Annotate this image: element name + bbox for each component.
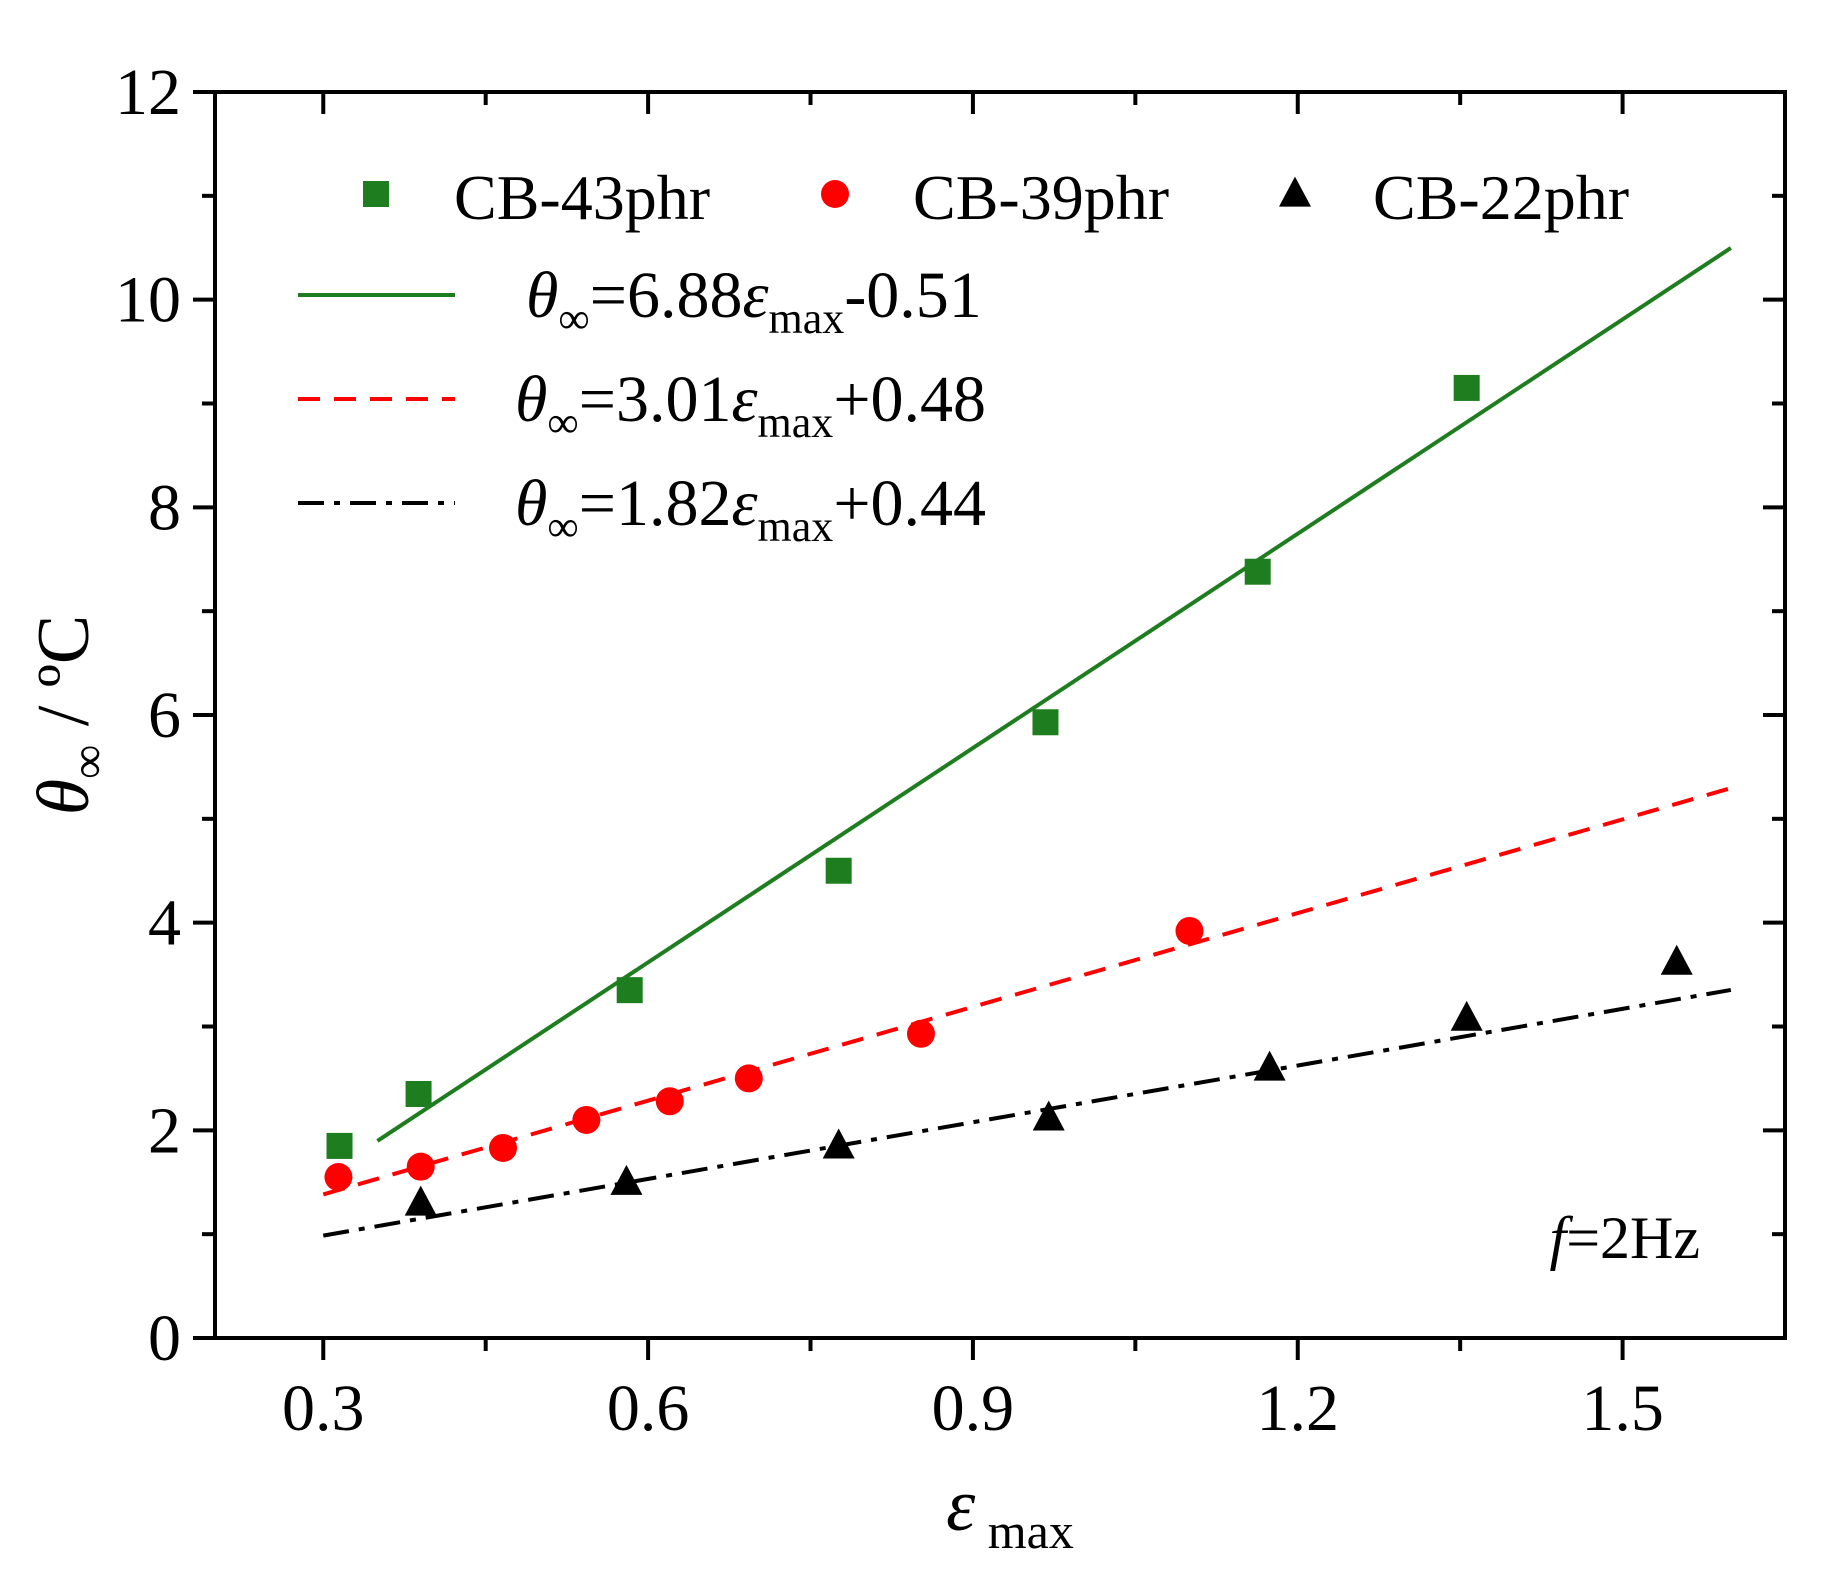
y-tick-label: 12 bbox=[115, 56, 181, 129]
y-tick-label: 4 bbox=[148, 887, 181, 960]
point-cb-39phr bbox=[489, 1133, 518, 1162]
point-cb-39phr bbox=[572, 1105, 601, 1134]
x-tick-label: 0.9 bbox=[932, 1372, 1015, 1445]
x-axis-title: ε max bbox=[946, 1465, 1074, 1559]
axes: 0.3 0.6 0.9 1.2 1.5 0 2 4 6 8 10 12 bbox=[115, 56, 1787, 1445]
fit-line-3 bbox=[322, 987, 1732, 1238]
y-tick-label: 0 bbox=[148, 1302, 181, 1375]
point-cb-39phr bbox=[406, 1152, 435, 1181]
point-cb-22phr bbox=[822, 1128, 855, 1159]
point-cb-43phr bbox=[326, 1132, 353, 1159]
legend-label-3: CB-22phr bbox=[1373, 162, 1629, 233]
legend-marker-2 bbox=[821, 180, 849, 208]
y-tick-label: 2 bbox=[148, 1094, 181, 1167]
fit-line-2 bbox=[322, 786, 1732, 1197]
point-cb-22phr bbox=[1450, 1000, 1483, 1031]
legend-equation-3: θ∞=1.82εmax+0.44 bbox=[515, 467, 986, 551]
y-tick-label: 8 bbox=[148, 471, 181, 544]
point-cb-22phr bbox=[1660, 944, 1693, 975]
legend-equation-1: θ∞=6.88εmax-0.51 bbox=[526, 259, 982, 343]
legend-marker-1 bbox=[363, 181, 389, 207]
frequency-annotation: f=2Hz bbox=[1550, 1205, 1700, 1271]
x-tick-label: 1.5 bbox=[1581, 1372, 1664, 1445]
x-tick-label: 1.2 bbox=[1257, 1372, 1340, 1445]
point-cb-43phr bbox=[1244, 558, 1271, 585]
plot-frame bbox=[213, 90, 1787, 1340]
point-cb-39phr bbox=[906, 1019, 935, 1048]
point-cb-39phr bbox=[324, 1163, 353, 1192]
y-tick-label: 10 bbox=[115, 264, 181, 337]
point-cb-39phr bbox=[1175, 916, 1204, 945]
legend-marker-3 bbox=[1279, 176, 1311, 207]
x-tick-label: 0.6 bbox=[607, 1372, 690, 1445]
data-points bbox=[324, 374, 1693, 1216]
point-cb-22phr bbox=[1032, 1100, 1065, 1131]
y-tick-label: 6 bbox=[148, 679, 181, 752]
point-cb-43phr bbox=[825, 857, 852, 884]
y-axis-title: θ∞ / ºC bbox=[23, 615, 115, 815]
point-cb-22phr bbox=[610, 1164, 643, 1195]
point-cb-22phr bbox=[404, 1185, 437, 1216]
point-cb-43phr bbox=[616, 977, 643, 1004]
legend: CB-43phr CB-39phr CB-22phr θ∞=6.88εmax-0.51… bbox=[298, 162, 1629, 551]
point-cb-43phr bbox=[1032, 709, 1059, 736]
point-cb-22phr bbox=[1253, 1050, 1286, 1081]
point-cb-39phr bbox=[655, 1087, 684, 1116]
x-tick-label: 0.3 bbox=[282, 1372, 365, 1445]
legend-label-1: CB-43phr bbox=[454, 162, 710, 233]
fit-lines bbox=[322, 246, 1732, 1238]
point-cb-39phr bbox=[734, 1064, 763, 1093]
legend-label-2: CB-39phr bbox=[913, 162, 1169, 233]
legend-equation-2: θ∞=3.01εmax+0.48 bbox=[515, 363, 986, 447]
labels: f=2Hz ε max θ∞ / ºC bbox=[23, 615, 1700, 1559]
point-cb-43phr bbox=[405, 1080, 432, 1107]
fit-line-1 bbox=[376, 246, 1732, 1143]
point-cb-43phr bbox=[1453, 374, 1480, 401]
